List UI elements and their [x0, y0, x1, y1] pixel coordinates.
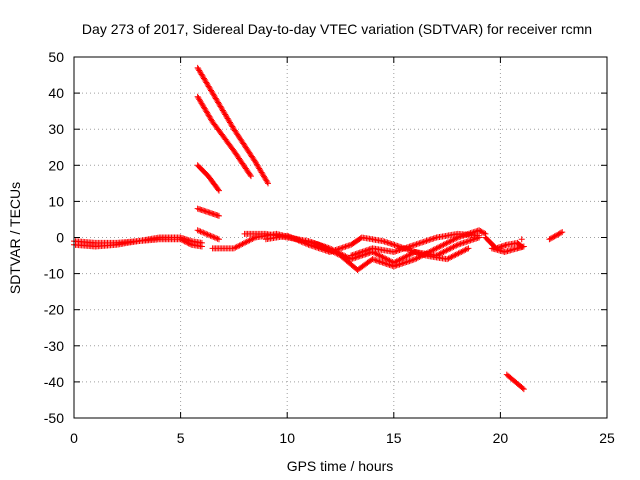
y-axis-label: SDTVAR / TECUs: [7, 182, 23, 294]
series-late-isolated: [518, 236, 525, 243]
plot-frame: [73, 56, 608, 419]
series-arc-high-b: [194, 93, 254, 180]
x-tick-label: 10: [279, 430, 295, 446]
data-point-markers: [194, 162, 222, 194]
y-tick-label: 20: [48, 157, 64, 173]
data-point-markers: [194, 64, 272, 187]
x-tick-label: 20: [493, 430, 509, 446]
data-point-markers: [488, 243, 527, 255]
x-tick-label: 15: [386, 430, 402, 446]
data-point-markers: [546, 229, 566, 243]
data-point-markers: [262, 232, 472, 263]
y-tick-label: 40: [48, 85, 64, 101]
y-tick-label: -20: [44, 302, 64, 318]
data-point-markers: [194, 205, 222, 219]
x-tick-label: 5: [177, 430, 185, 446]
series-arc-high-a: [194, 64, 272, 187]
x-tick-label: 0: [70, 430, 78, 446]
axis-ticks: 0 5 10 15 20 25 -50 -40 -30 -20 -10 0 10 20 30 40 50: [44, 49, 615, 446]
grid: [74, 57, 607, 418]
y-tick-label: 0: [56, 230, 64, 246]
y-tick-label: -10: [44, 266, 64, 282]
data-point-markers: [503, 371, 527, 393]
y-tick-label: -40: [44, 374, 64, 390]
data-point-markers: [348, 230, 483, 259]
data-point-markers: [194, 93, 254, 180]
x-axis-label: GPS time / hours: [287, 458, 394, 474]
y-tick-label: 10: [48, 193, 64, 209]
series-arc-near-zero: [194, 227, 222, 243]
series-late-b: [488, 243, 527, 255]
x-tick-label: 25: [599, 430, 615, 446]
series-late-small: [546, 229, 566, 243]
data-point-markers: [518, 236, 525, 243]
data-point-markers: [194, 227, 222, 243]
data-series: [71, 64, 566, 393]
y-tick-label: -30: [44, 338, 64, 354]
chart-title: Day 273 of 2017, Sidereal Day-to-day VTE…: [82, 21, 592, 37]
y-tick-label: -50: [44, 410, 64, 426]
series-arc-low: [194, 205, 222, 219]
y-tick-label: 50: [48, 49, 64, 65]
series-midday-c: [262, 232, 472, 263]
series-arc-neg: [503, 371, 527, 393]
series-arc-mid: [194, 162, 222, 194]
series-midday-d: [348, 230, 483, 259]
y-tick-label: 30: [48, 121, 64, 137]
